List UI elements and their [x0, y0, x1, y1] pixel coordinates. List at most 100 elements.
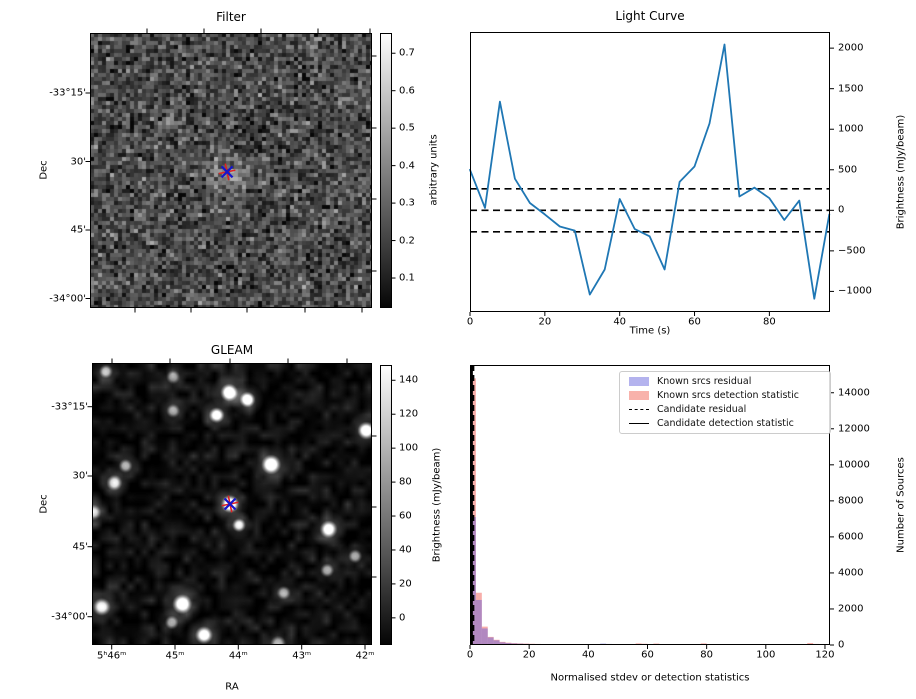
legend-patch-swatch: [629, 391, 649, 400]
histogram-y-tick-label: 0: [838, 639, 845, 651]
histogram-bar-residual: [493, 640, 500, 645]
axes-frame: [470, 365, 830, 645]
lightcurve-y-tick-label: −500: [838, 245, 866, 257]
filter-candidate-marker: [218, 163, 236, 181]
filter-y-tick-label: 30': [70, 156, 86, 167]
histogram-bar-detection: [493, 639, 500, 645]
lightcurve-x-tick-label: 40: [613, 316, 627, 328]
histogram-legend: Known srcs residual Known srcs detection …: [619, 371, 831, 434]
gleam-y-tick-label: -34°00': [51, 611, 88, 623]
gleam-xlabel: RA: [225, 681, 239, 693]
filter-y-tick-label: 45': [70, 224, 86, 236]
gleam-colorbar-tick-label: 140: [399, 374, 419, 386]
legend-row: Known srcs detection statistic: [620, 390, 830, 402]
histogram-x-tick-label: 40: [581, 649, 595, 661]
lightcurve-line: [469, 43, 831, 300]
gleam-title: GLEAM: [210, 343, 254, 357]
histogram-bar-detection: [475, 592, 482, 645]
gleam-colorbar: [380, 365, 392, 645]
gleam-y-tick-label: 30': [72, 470, 88, 482]
gleam-y-tick-label: -33°15': [51, 401, 88, 413]
histogram-xlabel: Normalised stdev or detection statistics: [550, 672, 750, 684]
histogram-y-tick-label: 2000: [838, 603, 864, 615]
lightcurve-y-tick-label: 1000: [838, 123, 864, 135]
lightcurve-y-tick-label: 1500: [838, 83, 864, 95]
histogram-y-tick-label: 14000: [838, 387, 870, 399]
gleam-ylabel: Dec: [38, 494, 50, 514]
histogram-y-tick-label: 8000: [838, 495, 864, 507]
legend-dashed-line-swatch: [629, 409, 649, 410]
lightcurve-xlabel: Time (s): [629, 325, 671, 337]
histogram-bar-detection: [505, 642, 512, 645]
histogram-bar-residual: [487, 637, 494, 645]
legend-row: Candidate detection statistic: [620, 418, 830, 430]
histogram-y-tick-label: 10000: [838, 459, 870, 471]
histogram-bar-residual: [481, 628, 488, 645]
histogram-bar-detection: [499, 641, 506, 645]
histogram-bar-residual: [475, 599, 482, 645]
legend-row: Candidate residual: [620, 404, 830, 416]
histogram-bar-detection: [470, 378, 476, 645]
filter-y-tick-label: -34°00': [49, 293, 86, 304]
histogram-x-tick-label: 20: [522, 649, 536, 661]
legend-row: Known srcs residual: [620, 376, 830, 388]
gleam-colorbar-tick-label: 60: [399, 510, 412, 522]
axes-frame: [470, 32, 830, 312]
filter-y-tick-label: -33°15': [49, 87, 86, 99]
histogram-bar-detection: [487, 636, 494, 645]
histogram-x-tick-label: 120: [815, 649, 835, 661]
lightcurve-x-tick-label: 0: [466, 316, 474, 328]
lightcurve-ylabel: Brightness (mJy/beam): [895, 114, 907, 230]
gleam-x-tick-label: 43ᵐ: [292, 650, 312, 662]
histogram-y-tick-label: 6000: [838, 531, 864, 543]
legend-label: Candidate detection statistic: [657, 418, 794, 429]
histogram-bar-residual: [470, 517, 476, 645]
lightcurve-x-tick-label: 60: [688, 316, 701, 328]
lightcurve-x-tick-label: 20: [538, 316, 552, 328]
filter-colorbar-tick-label: 0.7: [399, 47, 415, 59]
gleam-x-tick-label: 44ᵐ: [228, 650, 248, 662]
gleam-x-tick-label: 45ᵐ: [165, 650, 185, 662]
filter-colorbar-tick-label: 0.6: [399, 85, 415, 97]
filter-colorbar-tick-label: 0.3: [399, 197, 415, 209]
filter-colorbar-tick-label: 0.1: [399, 272, 415, 284]
histogram-x-tick-label: 0: [466, 649, 474, 661]
histogram-x-tick-label: 60: [641, 649, 654, 661]
filter-colorbar-tick-label: 0.4: [399, 160, 415, 172]
filter-colorbar-label: arbitrary units: [428, 134, 440, 206]
legend-patch-swatch: [629, 377, 649, 386]
legend-label: Known srcs residual: [657, 376, 752, 387]
lightcurve-x-tick-label: 80: [763, 316, 776, 328]
gleam-colorbar-tick-label: 40: [399, 544, 412, 556]
gleam-colorbar-tick-label: 120: [399, 408, 419, 420]
legend-label: Candidate residual: [657, 404, 747, 415]
filter-colorbar: [380, 33, 392, 308]
axes-frame: [90, 33, 372, 308]
gleam-colorbar-tick-label: 20: [399, 578, 412, 590]
filter-ylabel: Dec: [38, 160, 50, 180]
histogram-bar-residual: [499, 642, 506, 645]
gleam-candidate-marker-blue-x: [223, 497, 237, 511]
histogram-y-tick-label: 4000: [838, 567, 864, 579]
gleam-colorbar-tick-label: 100: [399, 442, 419, 454]
legend-solid-line-swatch: [629, 423, 649, 424]
histogram-x-tick-label: 100: [756, 649, 776, 661]
histogram-bar-detection: [481, 626, 488, 645]
filter-colorbar-tick-label: 0.2: [399, 235, 415, 247]
histogram-x-tick-label: 80: [700, 649, 714, 661]
histogram-y-tick-label: 12000: [838, 423, 870, 435]
lightcurve-y-tick-label: 0: [838, 204, 845, 216]
gleam-colorbar-tick-label: 0: [399, 612, 406, 624]
lightcurve-y-tick-label: 500: [838, 164, 858, 176]
axes-frame: [92, 363, 372, 645]
gleam-candidate-marker: [221, 495, 239, 513]
gleam-colorbar-label: Brightness (mJy/beam): [431, 447, 443, 563]
legend-label: Known srcs detection statistic: [657, 390, 799, 401]
filter-candidate-marker-blue-x: [220, 165, 234, 179]
gleam-x-tick-label: 5ʰ46ᵐ: [97, 650, 127, 662]
gleam-y-tick-label: 45': [72, 541, 88, 553]
gleam-colorbar-tick-label: 80: [399, 476, 412, 488]
histogram-ylabel: Number of Sources: [895, 457, 907, 553]
